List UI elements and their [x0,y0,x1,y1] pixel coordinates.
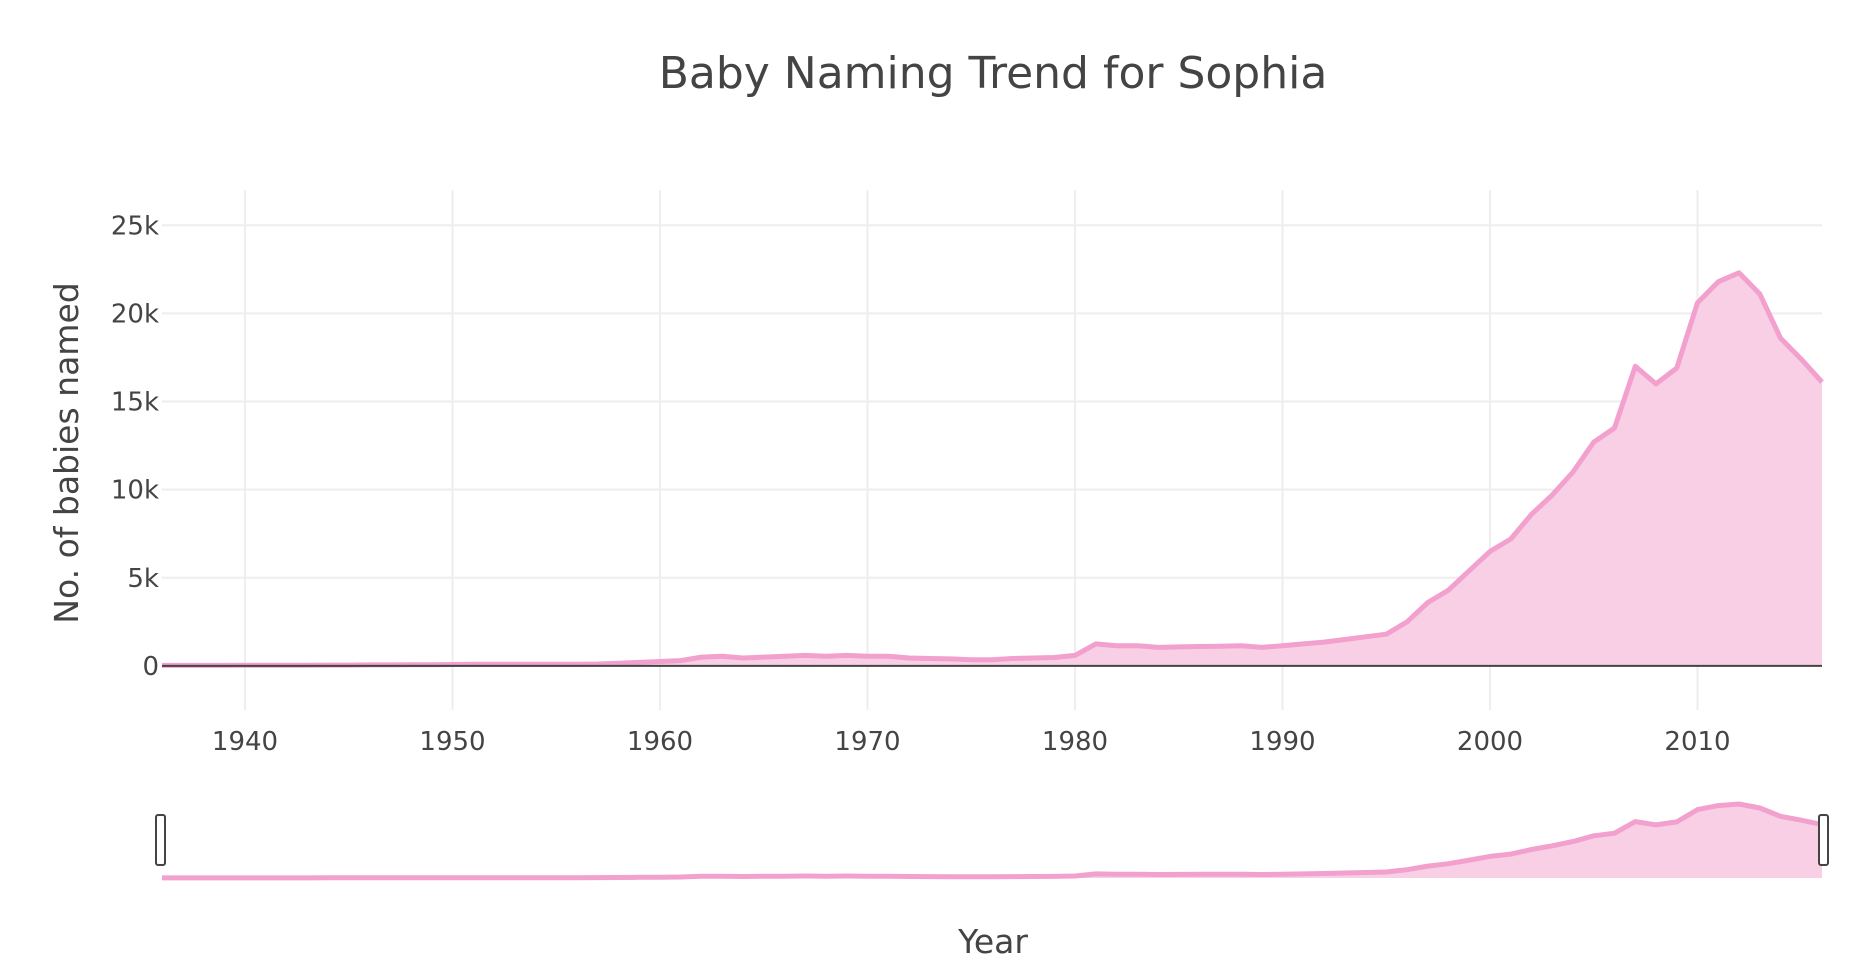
y-tick-label: 15k [111,388,159,418]
range-slider-area [162,804,1822,878]
chart-title: Baby Naming Trend for Sophia [659,48,1328,99]
y-tick-label: 0 [142,652,159,682]
x-tick-label: 1970 [834,727,900,757]
series-line [162,270,1824,668]
y-tick-label: 5k [127,564,159,594]
x-axis-label: Year [957,922,1028,961]
y-tick-label: 10k [111,476,159,506]
range-slider-line [162,801,1823,881]
x-tick-label: 1960 [627,727,693,757]
x-tick-label: 1990 [1249,727,1315,757]
y-axis-label: No. of babies named [47,282,86,623]
x-tick-label: 2010 [1664,727,1730,757]
x-tick-label: 1980 [1042,727,1108,757]
y-tick-labels: 0 5k 10k 15k 20k 25k [111,211,159,682]
x-tick-labels: 1940 1950 1960 1970 1980 1990 2000 2010 [212,727,1731,757]
y-tick-label: 20k [111,299,159,329]
x-tick-label: 1940 [212,727,278,757]
x-tick-label: 2000 [1457,727,1523,757]
range-slider-handle-left[interactable] [155,814,166,866]
range-slider-handle-right[interactable] [1818,814,1829,866]
main-plot-area[interactable] [162,270,1824,668]
area-fill [162,272,1822,666]
x-gridlines [244,190,1699,710]
range-slider[interactable] [155,801,1829,881]
y-tick-label: 25k [111,211,159,241]
x-tick-label: 1950 [419,727,485,757]
